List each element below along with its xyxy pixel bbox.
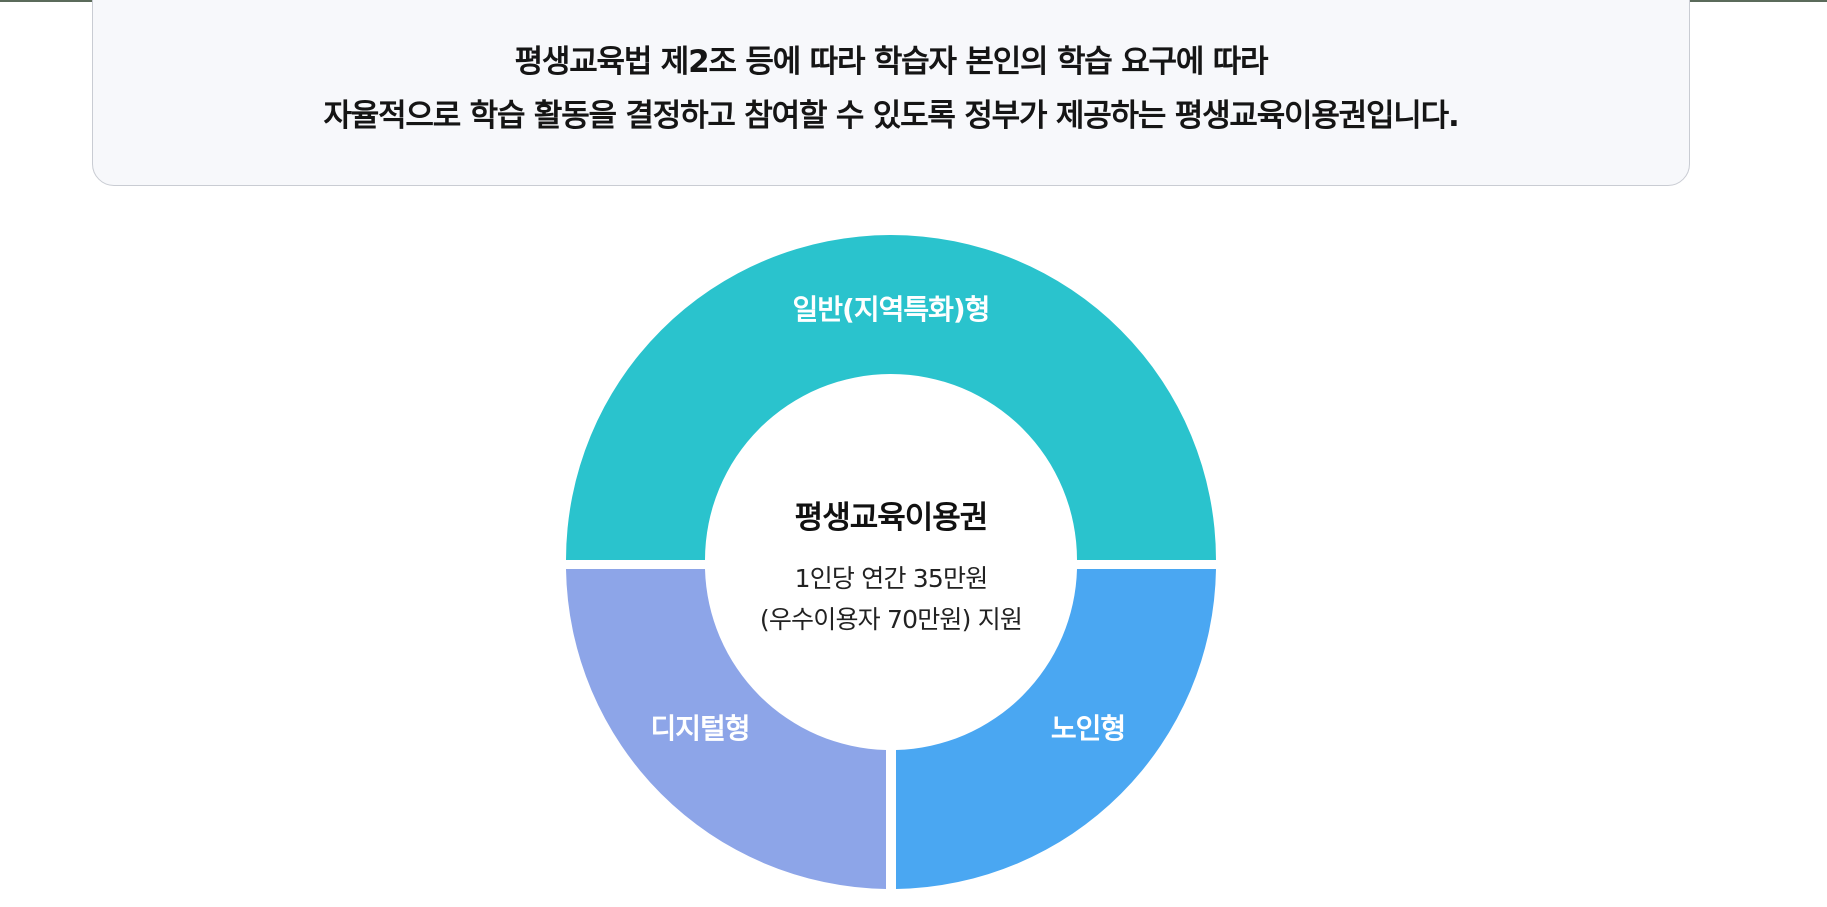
segment-general-type [566, 235, 1216, 560]
segment-label-senior: 노인형 [1051, 712, 1125, 745]
segment-label-general: 일반(지역특화)형 [793, 293, 990, 326]
center-amount-line: 1인당 연간 35만원 [795, 564, 988, 593]
intro-line-2: 자율적으로 학습 활동을 결정하고 참여할 수 있도록 정부가 제공하는 평생교… [323, 98, 1459, 134]
segment-senior-type [896, 569, 1216, 889]
intro-line-1: 평생교육법 제2조 등에 따라 학습자 본인의 학습 요구에 따라 [514, 44, 1269, 80]
intro-box: 평생교육법 제2조 등에 따라 학습자 본인의 학습 요구에 따라 자율적으로 … [92, 0, 1690, 186]
segment-label-digital: 디지털형 [650, 712, 749, 745]
center-support-line: (우수이용자 70만원) 지원 [760, 605, 1022, 634]
center-title: 평생교육이용권 [795, 500, 988, 536]
segment-digital-type [566, 569, 886, 889]
